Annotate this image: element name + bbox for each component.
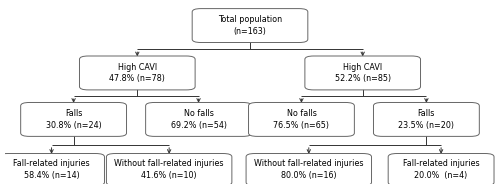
- Text: High CAVI
52.2% (n=85): High CAVI 52.2% (n=85): [334, 63, 391, 83]
- FancyBboxPatch shape: [20, 102, 126, 136]
- Text: Falls
30.8% (n=24): Falls 30.8% (n=24): [46, 109, 102, 130]
- FancyBboxPatch shape: [0, 153, 104, 186]
- FancyBboxPatch shape: [146, 102, 252, 136]
- Text: Fall-related injuries
20.0%  (n=4): Fall-related injuries 20.0% (n=4): [403, 159, 479, 180]
- FancyBboxPatch shape: [374, 102, 480, 136]
- Text: No falls
69.2% (n=54): No falls 69.2% (n=54): [170, 109, 226, 130]
- FancyBboxPatch shape: [248, 102, 354, 136]
- Text: No falls
76.5% (n=65): No falls 76.5% (n=65): [274, 109, 330, 130]
- FancyBboxPatch shape: [305, 56, 420, 90]
- Text: Without fall-related injuries
41.6% (n=10): Without fall-related injuries 41.6% (n=1…: [114, 159, 224, 180]
- FancyBboxPatch shape: [192, 9, 308, 43]
- Text: Total population
(n=163): Total population (n=163): [218, 15, 282, 36]
- Text: High CAVI
47.8% (n=78): High CAVI 47.8% (n=78): [110, 63, 165, 83]
- Text: Falls
23.5% (n=20): Falls 23.5% (n=20): [398, 109, 454, 130]
- FancyBboxPatch shape: [106, 153, 232, 186]
- Text: Without fall-related injuries
80.0% (n=16): Without fall-related injuries 80.0% (n=1…: [254, 159, 364, 180]
- Text: Fall-related injuries
58.4% (n=14): Fall-related injuries 58.4% (n=14): [13, 159, 90, 180]
- FancyBboxPatch shape: [80, 56, 195, 90]
- FancyBboxPatch shape: [388, 153, 494, 186]
- FancyBboxPatch shape: [246, 153, 372, 186]
